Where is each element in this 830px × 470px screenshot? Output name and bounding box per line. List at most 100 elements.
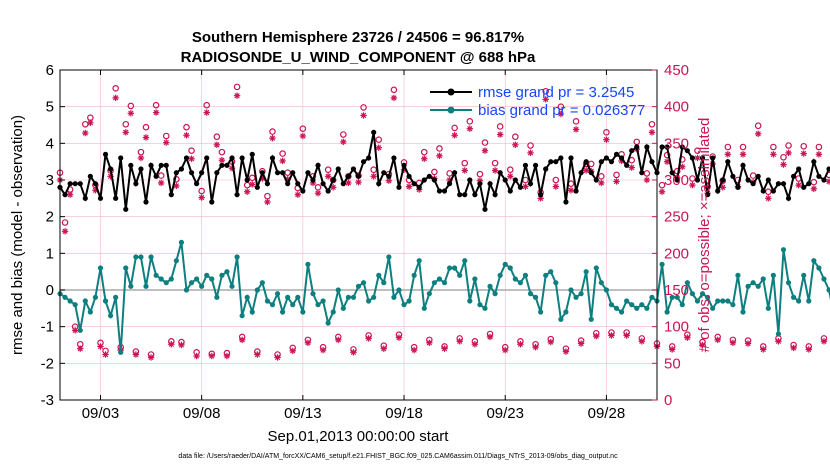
bias-point [639, 302, 645, 308]
assimilated-point [598, 179, 605, 187]
bias-point [507, 265, 513, 271]
bias-point [269, 302, 276, 308]
y-tick-label-7: 4 [46, 135, 54, 152]
assimilated-point [350, 349, 357, 356]
assimilated-point [188, 155, 195, 162]
assimilated-point [502, 346, 509, 354]
rmse-point [188, 170, 195, 176]
bias-point [492, 291, 498, 297]
assimilated-stroke [355, 179, 362, 185]
bias-point [502, 261, 508, 267]
rmse-point [548, 159, 554, 165]
assimilated-stroke [406, 183, 412, 190]
rmse-point [775, 181, 782, 187]
bias-point [234, 254, 240, 260]
bias-point [553, 280, 559, 286]
rmse-point [295, 181, 301, 187]
possible-point [648, 120, 656, 128]
assimilated-stroke [598, 180, 605, 186]
bias-point [163, 280, 169, 286]
bias-point [300, 309, 306, 315]
rmse-point [280, 170, 286, 176]
assimilated-point [168, 341, 175, 348]
assimilated-point [147, 354, 155, 361]
assimilated-stroke [669, 346, 675, 353]
assimilated-stroke [360, 112, 367, 119]
assimilated-point [213, 141, 221, 148]
bias-point [558, 316, 564, 322]
assimilated-point [496, 131, 504, 138]
rmse-point [538, 192, 544, 198]
x-tick-label-5: 09/28 [588, 405, 626, 422]
rmse-point [72, 181, 78, 187]
assimilated-stroke [664, 159, 670, 165]
assimilated-point [805, 346, 812, 353]
possible-point [360, 104, 367, 111]
possible-point [81, 120, 89, 128]
rmse-point [588, 170, 594, 176]
rmse-point [715, 188, 721, 194]
rmse-point [219, 162, 225, 168]
rmse-point [472, 192, 478, 198]
bias-point [214, 294, 220, 300]
rmse-point [583, 159, 589, 165]
rmse-point [618, 155, 625, 161]
rmse-point [158, 162, 164, 168]
bias-point [563, 309, 569, 315]
rmse-point [745, 177, 751, 183]
bias-point [310, 291, 316, 297]
rmse-point [760, 188, 766, 194]
assimilated-stroke [694, 155, 701, 161]
possible-point [431, 168, 438, 176]
rmse-point [254, 184, 260, 190]
assimilated-point [567, 187, 575, 194]
rmse-point [674, 177, 680, 183]
assimilated-stroke [512, 142, 519, 148]
assimilated-point [289, 347, 296, 355]
assimilated-stroke [811, 186, 817, 192]
assimilated-stroke [558, 111, 564, 117]
assimilated-point [183, 132, 190, 139]
assimilated-point [132, 351, 140, 358]
rmse-point [826, 166, 830, 172]
rmse-point [350, 166, 357, 172]
assimilated-point [724, 151, 732, 158]
bias-point [765, 305, 771, 311]
assimilated-point [426, 339, 433, 346]
possible-point [598, 173, 605, 180]
assimilated-stroke [720, 184, 726, 190]
bias-point [634, 305, 640, 311]
x-axis-label: Sep.01,2013 00:00:00 start [268, 428, 450, 445]
assimilated-stroke [715, 337, 721, 343]
rmse-point [102, 151, 109, 157]
rmse-point [598, 159, 604, 165]
assimilated-point [71, 327, 79, 334]
rmse-point [244, 177, 250, 183]
possible-point [183, 123, 190, 131]
assimilated-point [582, 167, 590, 174]
rmse-point [113, 195, 119, 201]
assimilated-point [421, 155, 428, 162]
bias-point [441, 280, 448, 286]
bias-point [497, 272, 503, 278]
assimilated-point [66, 191, 74, 198]
assimilated-point [825, 178, 830, 185]
rmse-point [178, 166, 185, 172]
assimilated-stroke [649, 129, 655, 135]
assimilated-point [481, 147, 489, 154]
bias-point [335, 287, 341, 293]
rmse-point [229, 155, 235, 161]
rmse-point [568, 155, 574, 161]
assimilated-point [562, 348, 570, 355]
possible-point [491, 159, 499, 167]
rmse-point [300, 188, 306, 194]
assimilated-stroke [507, 173, 513, 179]
bias-point [416, 258, 422, 264]
assimilated-stroke [765, 195, 771, 201]
y2-tick-label-2: 100 [664, 319, 689, 336]
assimilated-point [739, 151, 747, 158]
bias-point [801, 272, 807, 278]
assimilated-stroke [457, 338, 463, 344]
assimilated-stroke [826, 179, 830, 185]
possible-point [780, 153, 787, 161]
